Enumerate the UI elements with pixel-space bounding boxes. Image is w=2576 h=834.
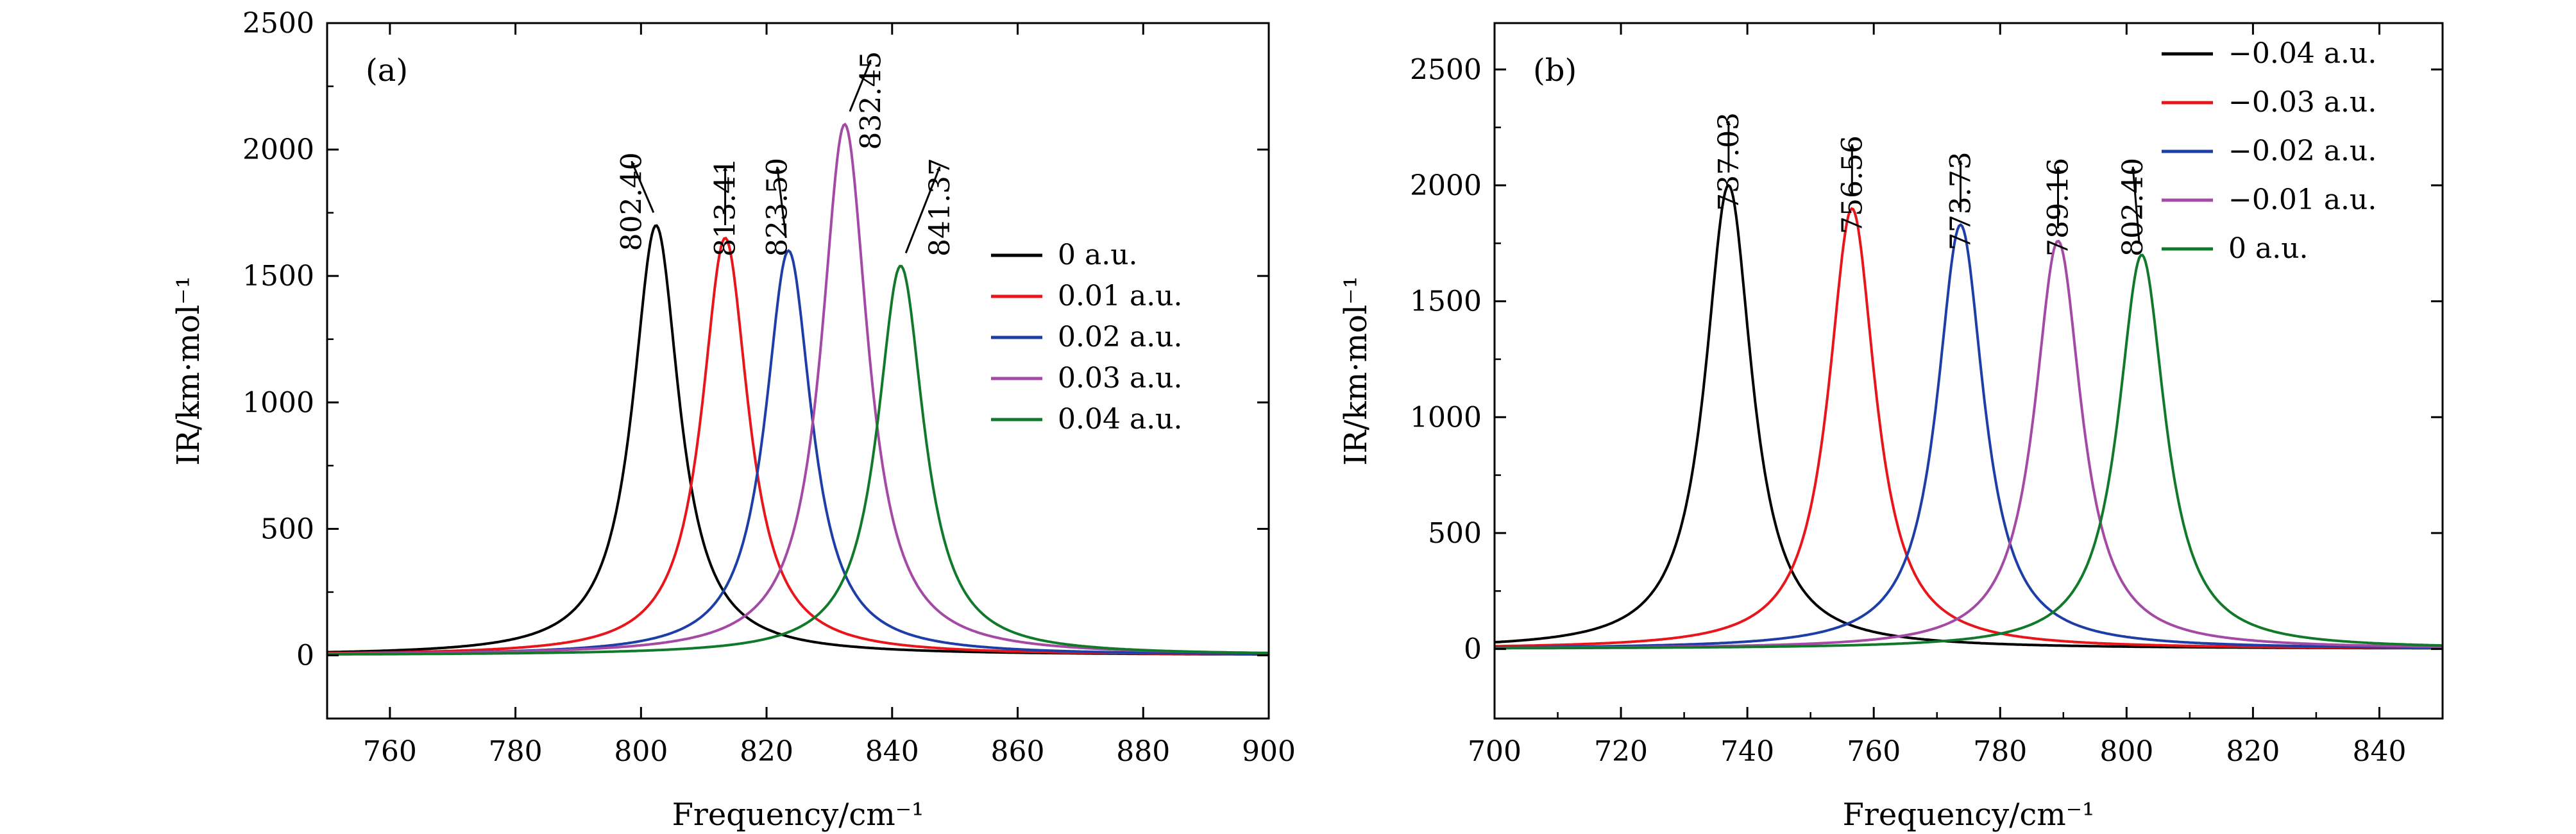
legend-label-1: −0.03 a.u. — [2228, 86, 2377, 119]
x-tick-label: 700 — [1468, 735, 1521, 768]
x-tick-label: 780 — [489, 735, 543, 768]
peak-label-3: 832.45 — [855, 51, 888, 150]
legend-label-1: 0.01 a.u. — [1058, 280, 1183, 312]
panel-label: (a) — [366, 53, 408, 89]
x-tick-label: 780 — [1973, 735, 2027, 768]
x-tick-label: 760 — [1847, 735, 1901, 768]
legend-label-0: 0 a.u. — [1058, 239, 1138, 271]
y-tick-label: 2500 — [1410, 53, 1482, 86]
x-tick-label: 880 — [1116, 735, 1170, 768]
legend-label-2: 0.02 a.u. — [1058, 321, 1183, 353]
y-tick-label: 1500 — [1410, 285, 1482, 318]
peak-label-0: 737.03 — [1713, 112, 1745, 211]
series-line-1 — [1495, 207, 2443, 649]
x-axis-title: Frequency/cm⁻¹ — [672, 797, 924, 833]
series-line-4 — [1495, 253, 2443, 650]
panel-label: (b) — [1533, 53, 1577, 89]
chart-panel-a: 760 780 800 820 840 860 880 900 0 500 1000 1500 2000… — [171, 7, 1296, 833]
y-tick-label: 0 — [296, 639, 314, 672]
y-tick-label: 1500 — [242, 260, 314, 293]
legend-label-3: −0.01 a.u. — [2228, 183, 2377, 216]
legend-label-3: 0.03 a.u. — [1058, 362, 1183, 395]
peak-label-3: 789.16 — [2042, 158, 2075, 257]
y-tick-label: 2000 — [242, 133, 314, 166]
peak-arrow-4 — [904, 166, 941, 253]
plot-frame — [326, 22, 1270, 720]
x-tick-label: 820 — [740, 735, 793, 768]
x-tick-label: 800 — [2099, 735, 2153, 768]
legend-label-2: −0.02 a.u. — [2228, 135, 2377, 167]
y-tick-label: 2000 — [1410, 169, 1482, 202]
x-tick-label: 840 — [865, 735, 919, 768]
x-axis-title: Frequency/cm⁻¹ — [1843, 797, 2095, 833]
peak-arrow-0 — [631, 160, 655, 213]
x-tick-label: 860 — [991, 735, 1045, 768]
chart-panel-b: 700 720 740 760 780 800 820 840 0 500 1000 1500 2000… — [1338, 22, 2444, 833]
series-line-3 — [1495, 239, 2443, 649]
peak-label-2: 773.73 — [1944, 151, 1977, 250]
peak-label-0: 802.40 — [616, 152, 648, 251]
y-tick-label: 500 — [1428, 517, 1482, 550]
y-axis-title: IR/km·mol⁻¹ — [171, 276, 207, 465]
x-tick-label: 720 — [1594, 735, 1648, 768]
peak-arrow-4 — [2131, 166, 2140, 243]
series-line-2 — [1495, 223, 2443, 649]
series-line-4 — [327, 264, 1269, 656]
legend-label-0: −0.04 a.u. — [2228, 37, 2377, 70]
y-tick-label: 500 — [260, 513, 314, 545]
y-tick-label: 2500 — [242, 7, 314, 40]
x-tick-label: 760 — [363, 735, 417, 768]
peak-label-1: 756.56 — [1836, 135, 1868, 234]
y-tick-label: 1000 — [242, 386, 314, 419]
peak-label-1: 813.41 — [709, 158, 742, 257]
peak-label-4: 802.40 — [2117, 158, 2149, 257]
y-tick-label: 0 — [1464, 633, 1482, 666]
x-tick-label: 800 — [614, 735, 668, 768]
x-tick-label: 820 — [2226, 735, 2280, 768]
legend-label-4: 0.04 a.u. — [1058, 403, 1183, 436]
peak-label-4: 841.37 — [924, 158, 956, 257]
plot-frame — [1493, 22, 2444, 720]
peak-arrow-3 — [849, 60, 872, 112]
x-tick-label: 900 — [1242, 735, 1296, 768]
y-tick-label: 1000 — [1410, 401, 1482, 434]
peak-label-2: 823.50 — [761, 158, 794, 257]
legend-label-4: 0 a.u. — [2228, 232, 2309, 265]
x-tick-label: 740 — [1720, 735, 1774, 768]
peak-arrow-2 — [775, 166, 787, 238]
y-axis-title: IR/km·mol⁻¹ — [1338, 276, 1374, 465]
x-tick-label: 840 — [2352, 735, 2406, 768]
